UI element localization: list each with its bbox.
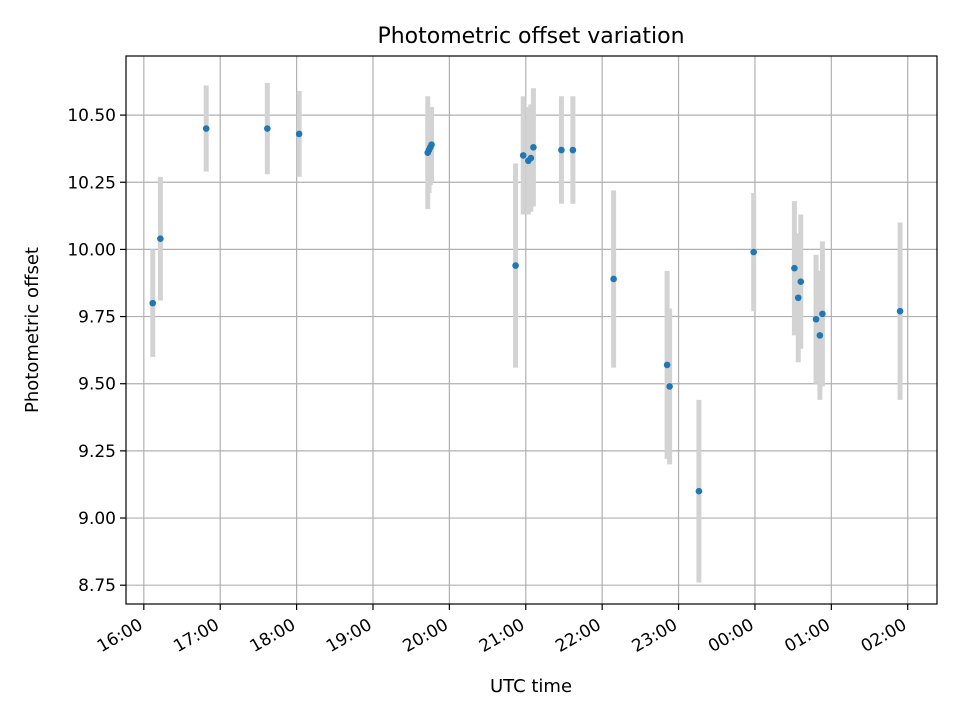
data-point [812, 315, 820, 323]
y-axis-label: Photometric offset [22, 247, 43, 413]
data-point [527, 154, 535, 162]
y-tick-label: 10.50 [67, 106, 116, 126]
data-point [750, 248, 757, 256]
y-tick-label: 8.75 [78, 576, 116, 596]
data-point [666, 383, 673, 390]
data-point [530, 144, 537, 151]
data-point [819, 310, 826, 318]
data-point [794, 294, 802, 302]
data-point [157, 235, 164, 242]
y-tick-label: 10.25 [67, 173, 116, 193]
plot-frame [125, 55, 938, 605]
data-point [791, 264, 798, 272]
data-point [264, 125, 271, 132]
data-point [202, 125, 210, 132]
data-point [295, 130, 303, 138]
data-point [695, 487, 703, 495]
data-points [149, 125, 904, 495]
data-point [428, 141, 435, 148]
data-point [610, 275, 617, 283]
data-point [519, 152, 527, 159]
y-tick-label: 9.00 [78, 509, 116, 529]
data-point [558, 146, 565, 154]
chart-title: Photometric offset variation [377, 24, 684, 49]
grid-lines [126, 56, 937, 604]
data-point [797, 278, 805, 285]
y-axis-ticks: 8.75 9.00 9.25 9.50 9.75 10.00 10.25 10.50 [67, 106, 126, 596]
y-tick-label: 10.00 [67, 240, 116, 260]
data-point [569, 146, 577, 154]
data-point [816, 332, 824, 339]
data-point [663, 361, 671, 369]
x-axis-label: UTC time [490, 676, 572, 697]
y-tick-label: 9.50 [78, 375, 116, 395]
data-point [896, 307, 904, 315]
data-point [149, 299, 157, 307]
y-tick-label: 9.25 [78, 442, 116, 462]
data-point [512, 262, 519, 269]
y-tick-label: 9.75 [78, 308, 116, 328]
